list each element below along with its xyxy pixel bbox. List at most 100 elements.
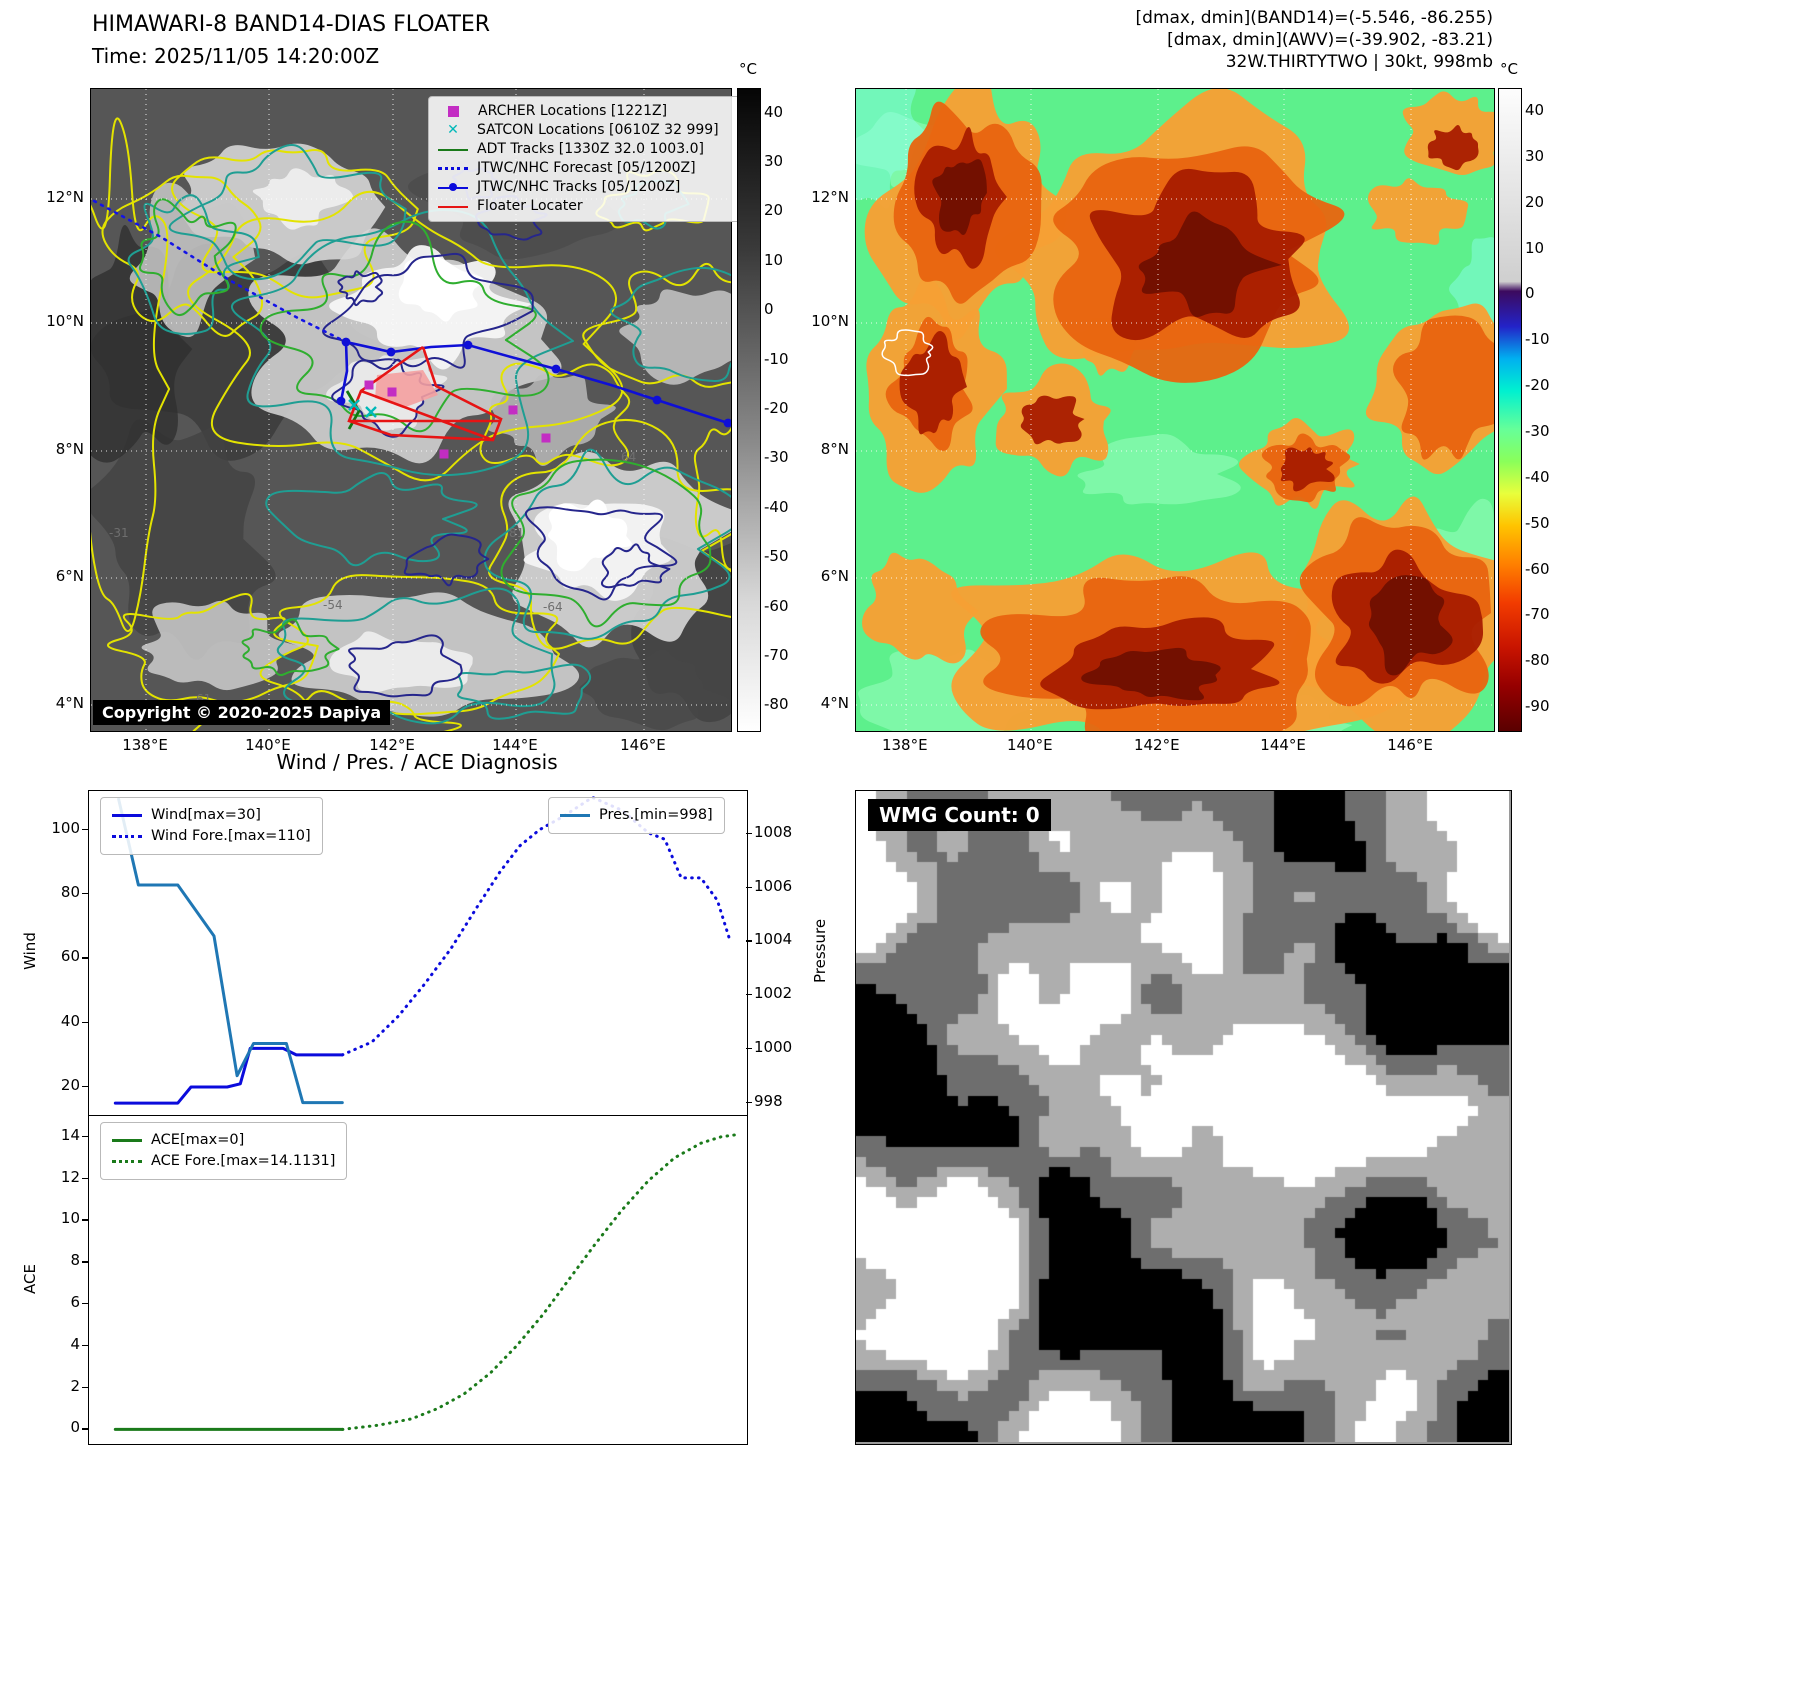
y-axis-tick-label: 100: [51, 818, 80, 837]
colorbar-tick-label: -10: [1525, 330, 1550, 349]
dmax-dmin-band14-text: [dmax, dmin](BAND14)=(-5.546, -86.255): [1135, 8, 1493, 28]
legend-label: Pres.[min=998]: [599, 807, 713, 823]
colorbar-unit-awv: °C: [1500, 60, 1518, 78]
lat-tick-label: 12°N: [811, 187, 849, 206]
map-legend-label: Floater Locater: [477, 197, 583, 214]
contour-value-label: -64: [543, 600, 563, 614]
y-axis-tick-mark: [82, 1303, 88, 1305]
y-axis-tick-mark: [82, 1428, 88, 1430]
legend-label: ACE[max=0]: [151, 1132, 245, 1148]
floater-locater-lines: [347, 345, 503, 442]
lat-tick-label: 4°N: [820, 693, 849, 712]
y2-axis-tick-label: 1004: [754, 930, 793, 949]
colorbar-tick-label: 40: [764, 102, 784, 121]
band14-map-panel[interactable]: 64 -54 -64 -31 81 61 ARCHER Locations [1221Z]…: [65, 88, 785, 783]
y-axis-tick-label: 80: [60, 882, 80, 901]
y2-axis-tick-mark: [746, 832, 752, 835]
dmax-dmin-awv-text: [dmax, dmin](AWV)=(-39.902, -83.21): [1167, 30, 1493, 50]
line-red-marker-icon: [438, 205, 468, 208]
wind-line-swatch: [112, 814, 142, 817]
colorbar-tick-label: 30: [1525, 146, 1545, 165]
contour-value-label: 81: [509, 526, 524, 540]
y-axis-tick-mark: [82, 1386, 88, 1388]
y-axis-tick-mark: [82, 957, 88, 959]
y-axis-tick-label: 6: [70, 1293, 80, 1312]
colorbar-tick-label: 40: [1525, 100, 1545, 119]
pressure-legend: Pres.[min=998]: [548, 797, 725, 834]
archer-location-marker: [387, 387, 397, 397]
colorbar-tick-label: -80: [764, 695, 789, 714]
y-axis-tick-mark: [82, 1177, 88, 1179]
y-axis-tick-mark: [82, 828, 88, 830]
storm-id-text: 32W.THIRTYTWO | 30kt, 998mb: [1225, 52, 1493, 72]
y-axis-tick-label: 10: [60, 1209, 80, 1228]
ace-line-swatch: [112, 1139, 142, 1142]
legend-label: Wind Fore.[max=110]: [151, 828, 311, 844]
wind-axis-label: Wind: [21, 932, 39, 970]
series-line: [117, 797, 344, 1105]
archer-location-marker: [508, 405, 518, 415]
y-axis-tick-mark: [82, 1219, 88, 1221]
lon-tick-label: 138°E: [122, 736, 168, 754]
contour-value-label: -54: [323, 598, 343, 612]
wmg-panel[interactable]: WMG Count: 0: [855, 790, 1512, 1445]
pressure-axis-label: Pressure: [811, 918, 829, 983]
map-legend-entry: JTWC/NHC Forecast [05/1200Z]: [438, 159, 738, 178]
archer-location-marker: [541, 433, 551, 443]
legend-entry-ace: ACE[max=0]: [112, 1130, 335, 1151]
lon-tick-label: 140°E: [245, 736, 291, 754]
line-green-marker-icon: [438, 148, 468, 151]
y-axis-tick-label: 60: [60, 947, 80, 966]
pressure-line-swatch: [560, 814, 590, 817]
map-legend-entry: Floater Locater: [438, 197, 738, 216]
track-point-marker: [463, 340, 473, 350]
band14-colorbar: [737, 88, 761, 732]
diagnosis-title: Wind / Pres. / ACE Diagnosis: [276, 750, 558, 774]
colorbar-tick-label: -20: [764, 399, 789, 417]
awv-map-panel[interactable]: [815, 52, 1538, 766]
y2-axis-tick-label: 998: [754, 1091, 783, 1110]
legend-label: Wind[max=30]: [151, 807, 261, 823]
colorbar-tick-label: 10: [764, 250, 784, 269]
awv-colorbar: [1498, 88, 1522, 732]
floater-region-fill: [375, 370, 438, 408]
y-axis-tick-mark: [82, 1021, 88, 1023]
page-time: Time: 2025/11/05 14:20:00Z: [92, 44, 380, 68]
legend-entry-wind: Wind[max=30]: [112, 805, 311, 826]
y2-axis-tick-mark: [746, 994, 752, 996]
ace-axis-label: ACE: [21, 1264, 39, 1294]
track-point-marker: [386, 347, 396, 357]
wind-legend: Wind[max=30] Wind Fore.[max=110]: [100, 797, 323, 855]
colorbar-tick-label: -50: [764, 547, 789, 566]
lat-tick-label: 8°N: [820, 440, 849, 459]
series-line: [340, 795, 732, 1057]
copyright-label: Copyright © 2020-2025 Dapiya: [93, 700, 391, 725]
y-axis-tick-label: 40: [60, 1011, 80, 1030]
series-line: [340, 1133, 739, 1431]
lat-tick-label: 12°N: [46, 187, 84, 206]
colorbar-tick-label: -70: [1525, 605, 1550, 624]
colorbar-tick-label: -30: [764, 448, 789, 467]
series-line: [113, 1046, 344, 1105]
awv-satellite-image: [815, 52, 1538, 766]
y2-axis-tick-mark: [746, 1047, 752, 1050]
lon-tick-label: 144°E: [1260, 736, 1306, 754]
y2-axis-tick-label: 1000: [754, 1037, 793, 1056]
jtwc-forecast-track: [92, 199, 348, 344]
colorbar-tick-label: 0: [764, 300, 774, 319]
coldest-cloud-cores: [932, 159, 1453, 701]
track-point-marker: [723, 418, 733, 428]
map-legend-label: ARCHER Locations [1221Z]: [478, 102, 668, 119]
colorbar-tick-label: 30: [764, 152, 784, 171]
lon-tick-label: 138°E: [881, 736, 928, 754]
line-dot-blue-marker-icon: [438, 183, 468, 191]
y-axis-tick-mark: [82, 1135, 88, 1138]
legend-entry-wind-forecast: Wind Fore.[max=110]: [112, 826, 311, 847]
legend-entry-pressure: Pres.[min=998]: [560, 805, 713, 826]
y-axis-tick-label: 4: [70, 1334, 80, 1353]
square-marker-icon: [448, 106, 459, 117]
storm-tracks: [92, 199, 733, 459]
colorbar-tick-label: 10: [1525, 238, 1545, 257]
ace-forecast-swatch: [112, 1160, 142, 1163]
